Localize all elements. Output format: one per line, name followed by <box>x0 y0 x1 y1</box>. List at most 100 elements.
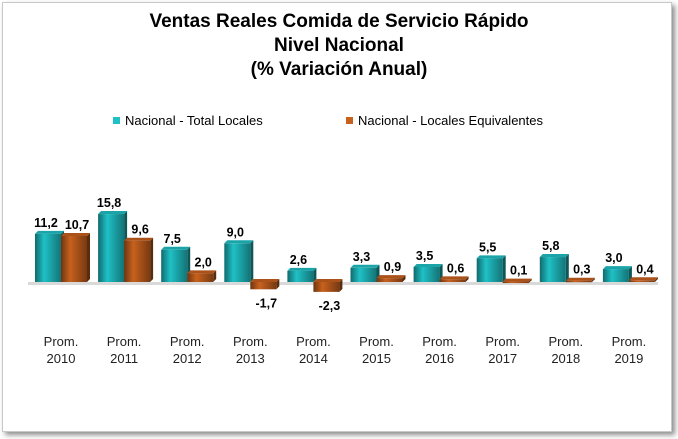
category-label-1-1: 2011 <box>110 351 138 366</box>
category-label-8-1: 2018 <box>551 351 580 366</box>
data-label-1-3: -1,7 <box>256 296 278 310</box>
data-label-1-0: 10,7 <box>65 218 89 232</box>
bar-top-0-8 <box>539 254 569 258</box>
category-label-7-1: 2017 <box>488 351 517 366</box>
bar-top-0-7 <box>476 255 506 259</box>
bar-0-5 <box>350 267 377 282</box>
bar-0-0 <box>35 233 61 282</box>
category-label-9-1: 2019 <box>614 351 643 366</box>
bar-1-5 <box>376 278 403 282</box>
bar-0-6 <box>413 266 440 282</box>
bar-top-0-3 <box>224 240 254 244</box>
bar-1-9 <box>628 280 655 282</box>
category-label-6-0: Prom. <box>422 334 457 349</box>
bar-top-1-4 <box>313 279 343 282</box>
bar-side-1-5 <box>402 275 406 282</box>
legend-swatch-locales-equivalentes <box>346 117 353 124</box>
bar-top-1-9 <box>628 277 658 281</box>
bar-side-1-9 <box>654 277 658 282</box>
category-label-1-0: Prom. <box>107 334 142 349</box>
bar-side-0-7 <box>502 255 506 282</box>
category-label-3-0: Prom. <box>233 334 268 349</box>
bar-top-0-1 <box>98 211 128 215</box>
legend-item-total-locales: Nacional - Total Locales <box>113 113 263 128</box>
chart-title-line-1: Ventas Reales Comida de Servicio Rápido <box>149 11 529 32</box>
bar-1-3 <box>250 282 277 290</box>
data-label-0-1: 15,8 <box>97 196 121 210</box>
data-label-1-8: 0,3 <box>573 263 590 277</box>
bar-1-6 <box>439 279 466 282</box>
chart-floor <box>28 282 658 285</box>
data-label-0-2: 7,5 <box>164 232 181 246</box>
bar-side-1-6 <box>465 276 469 282</box>
data-label-1-1: 9,6 <box>131 223 148 237</box>
bar-side-1-7 <box>528 278 532 284</box>
bar-1-8 <box>565 280 592 283</box>
bar-top-1-2 <box>187 270 217 274</box>
legend-label-total-locales: Nacional - Total Locales <box>125 113 263 128</box>
bar-1-1 <box>124 240 151 282</box>
bar-top-1-6 <box>439 276 469 280</box>
bar-side-0-4 <box>313 267 317 282</box>
bar-top-1-8 <box>565 277 595 281</box>
category-label-2-1: 2012 <box>173 351 202 366</box>
bar-1-7 <box>502 281 529 284</box>
legend: Nacional - Total Locales Nacional - Loca… <box>0 113 678 131</box>
bar-0-2 <box>161 249 188 282</box>
category-label-4-0: Prom. <box>296 334 331 349</box>
category-label-0-0: Prom. <box>44 334 79 349</box>
bar-top-0-2 <box>161 246 191 250</box>
data-label-1-5: 0,9 <box>384 260 401 274</box>
bar-side-1-1 <box>150 237 154 282</box>
category-label-6-1: 2016 <box>425 351 454 366</box>
legend-item-locales-equivalentes: Nacional - Locales Equivalentes <box>346 113 543 128</box>
bar-top-0-4 <box>287 267 317 271</box>
category-label-0-1: 2010 <box>47 351 76 366</box>
chart-title: Ventas Reales Comida de Servicio Rápido … <box>0 10 678 82</box>
bar-top-0-9 <box>602 266 632 270</box>
bar-side-1-0 <box>87 232 90 282</box>
data-label-0-0: 11,2 <box>34 216 58 230</box>
data-label-0-9: 3,0 <box>605 251 622 265</box>
category-label-7-0: Prom. <box>485 334 520 349</box>
data-label-1-2: 2,0 <box>195 255 212 269</box>
bar-side-1-8 <box>591 277 595 283</box>
bar-0-1 <box>98 214 125 282</box>
bar-0-9 <box>602 269 629 282</box>
bar-side-0-3 <box>250 240 254 282</box>
legend-swatch-total-locales <box>113 117 120 124</box>
bar-top-0-6 <box>413 263 443 267</box>
category-label-8-0: Prom. <box>548 334 583 349</box>
data-label-0-6: 3,5 <box>416 249 433 263</box>
data-label-0-8: 5,8 <box>542 239 559 253</box>
bar-1-2 <box>187 273 214 282</box>
data-label-0-7: 5,5 <box>479 240 496 254</box>
data-label-1-4: -2,3 <box>319 299 341 313</box>
bar-top-1-7 <box>502 278 532 282</box>
bar-side-1-4 <box>339 279 343 292</box>
category-label-3-1: 2013 <box>236 351 265 366</box>
bar-0-3 <box>224 243 251 282</box>
bar-0-8 <box>539 257 566 282</box>
category-label-5-1: 2015 <box>362 351 391 366</box>
data-label-0-3: 9,0 <box>227 225 244 239</box>
bar-1-0 <box>61 235 87 282</box>
category-label-2-0: Prom. <box>170 334 205 349</box>
category-label-5-0: Prom. <box>359 334 394 349</box>
bar-top-1-5 <box>376 275 406 279</box>
legend-label-locales-equivalentes: Nacional - Locales Equivalentes <box>358 113 543 128</box>
bar-top-0-0 <box>35 230 64 234</box>
data-label-0-4: 2,6 <box>290 253 307 267</box>
bar-top-1-3 <box>250 279 280 282</box>
chart-title-line-2: Nivel Nacional <box>274 35 404 56</box>
data-label-0-5: 3,3 <box>353 250 370 264</box>
bar-side-0-9 <box>628 266 632 282</box>
data-label-1-6: 0,6 <box>447 261 464 275</box>
data-label-1-9: 0,4 <box>636 262 653 276</box>
category-label-9-0: Prom. <box>612 334 647 349</box>
bar-1-4 <box>313 282 340 292</box>
bar-top-0-5 <box>350 264 380 268</box>
bar-0-7 <box>476 258 503 282</box>
bar-side-1-3 <box>276 279 280 290</box>
